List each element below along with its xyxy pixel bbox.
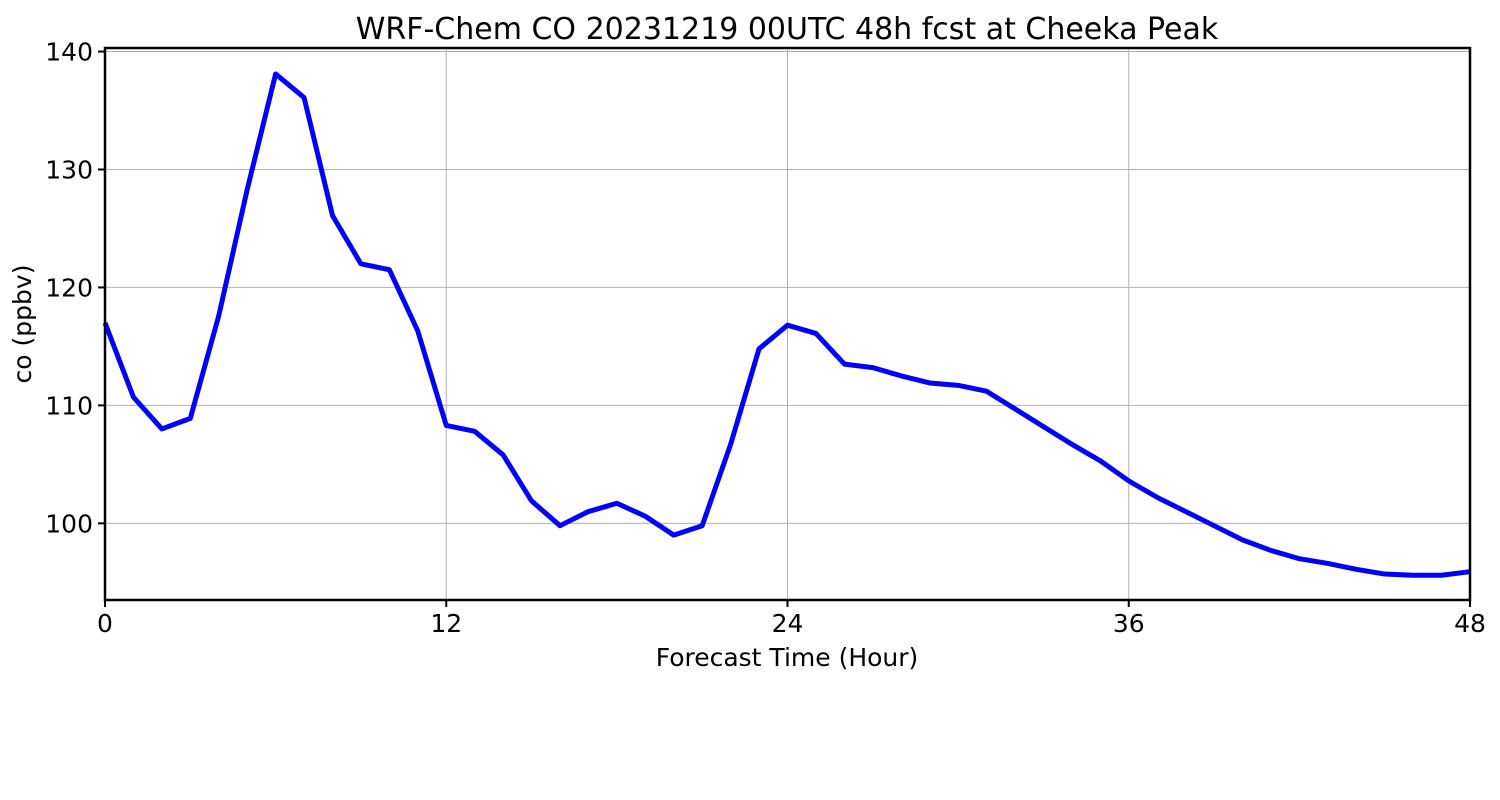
axis-ticks: 0 12 24 36 48 100 110 120 130 140	[45, 38, 1486, 638]
y-tick-label: 130	[45, 155, 93, 184]
chart-title: WRF-Chem CO 20231219 00UTC 48h fcst at C…	[356, 12, 1219, 47]
y-tick-label: 140	[45, 38, 93, 67]
x-tick-label: 36	[1113, 609, 1145, 638]
co-series-line	[102, 71, 1471, 578]
x-tick-label: 24	[772, 609, 804, 638]
y-tick-label: 110	[45, 391, 93, 420]
x-tick-label: 48	[1454, 609, 1486, 638]
x-tick-label: 0	[97, 609, 113, 638]
y-tick-label: 100	[45, 509, 93, 538]
x-tick-label: 12	[430, 609, 462, 638]
y-axis-label: co (ppbv)	[8, 265, 37, 384]
y-tick-label: 120	[45, 273, 93, 302]
x-axis-label: Forecast Time (Hour)	[656, 643, 919, 672]
